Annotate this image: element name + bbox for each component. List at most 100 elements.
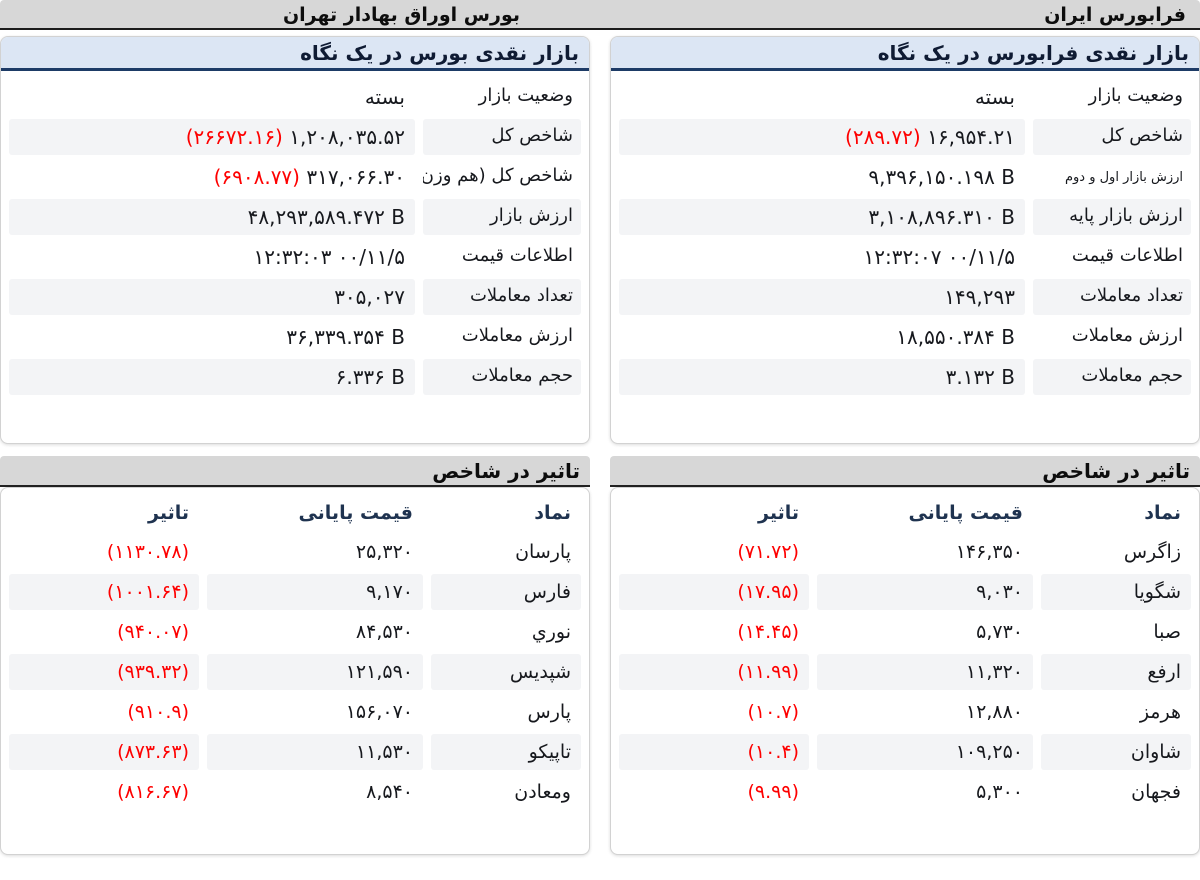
row-value-text: ۱۲:۳۲:۰۳ ۰۰/۱۱/۵ [253,245,405,269]
row-value-text: ۳.۱۳۲ B [945,365,1015,389]
table-row: صبا ۵,۷۳۰ (۱۴.۴۵) [619,614,1191,650]
row-label: اطلاعات قیمت [423,239,581,275]
table-row: فارس ۹,۱۷۰ (۱۰۰۱.۶۴) [9,574,581,610]
overview-panel-title: بازار نقدی فرابورس در یک نگاه [611,37,1199,71]
impact-cell: (۱۷.۹۵) [619,574,809,610]
close-price-cell: ۵,۷۳۰ [817,614,1033,650]
close-price-column-header: قیمت پایانی [817,496,1033,530]
close-price-cell: ۱۴۶,۳۵۰ [817,534,1033,570]
overview-row: ارزش معاملات ۱۸,۵۵۰.۳۸۴ B [619,319,1191,355]
table-row: فجهان ۵,۳۰۰ (۹.۹۹) [619,774,1191,810]
market-overview-card: بازار نقدی فرابورس در یک نگاه وضعیت بازا… [610,36,1200,444]
row-value-text: ۱۶,۹۵۴.۲۱ [927,125,1015,149]
overview-panel-title: بازار نقدی بورس در یک نگاه [1,37,589,71]
overview-rows: وضعیت بازار بسته شاخص کل (۲۸۹.۷۲) ۱۶,۹۵۴.۲۱… [611,71,1199,443]
row-value: ۱۴۹,۲۹۳ [619,279,1025,315]
overview-row: ارزش بازار ۴۸,۲۹۳,۵۸۹.۴۷۲ B [9,199,581,235]
row-value-text: ۴۸,۲۹۳,۵۸۹.۴۷۲ B [247,205,405,229]
table-header-row: نماد قیمت پایانی تاثیر [9,496,581,530]
row-change: (۲۸۹.۷۲) [845,125,921,149]
impact-rows: زاگرس ۱۴۶,۳۵۰ (۷۱.۷۲) شگویا ۹,۰۳۰ (۱۷.۹۵) صبا ۵… [619,534,1191,810]
row-value: بسته [9,79,415,115]
exchange-title-bar: بورس اوراق بهادار تهران فرابورس ایران [0,0,1200,30]
overview-rows: وضعیت بازار بسته شاخص کل (۲۶۶۷۲.۱۶) ۱,۲۰۸,۰… [1,71,589,443]
overview-row: ارزش معاملات ۳۶,۳۳۹.۳۵۴ B [9,319,581,355]
row-value: ۳.۱۳۲ B [619,359,1025,395]
row-value: بسته [619,79,1025,115]
impact-panel-title: تاثیر در شاخص [0,456,590,487]
close-price-column-header: قیمت پایانی [207,496,423,530]
row-value-text: ۶.۳۳۶ B [335,365,405,389]
row-label: وضعیت بازار [423,79,581,115]
index-impact-card: نماد قیمت پایانی تاثیر پارسان ۲۵,۳۲۰ (۱۱۳۰… [0,487,590,855]
symbol-cell: نوري [431,614,581,650]
index-impact-card: نماد قیمت پایانی تاثیر زاگرس ۱۴۶,۳۵۰ (۷۱.۷… [610,487,1200,855]
close-price-cell: ۵,۳۰۰ [817,774,1033,810]
row-value: (۲۶۶۷۲.۱۶) ۱,۲۰۸,۰۳۵.۵۲ [9,119,415,155]
overview-row: حجم معاملات ۳.۱۳۲ B [619,359,1191,395]
row-label: تعداد معاملات [1033,279,1191,315]
column-farabourse: بازار نقدی فرابورس در یک نگاه وضعیت بازا… [610,36,1200,855]
row-value-text: ۳۶,۳۳۹.۳۵۴ B [286,325,405,349]
overview-row: تعداد معاملات ۳۰۵,۰۲۷ [9,279,581,315]
close-price-cell: ۸,۵۴۰ [207,774,423,810]
close-price-cell: ۲۵,۳۲۰ [207,534,423,570]
close-price-cell: ۱۱,۳۲۰ [817,654,1033,690]
close-price-cell: ۸۴,۵۳۰ [207,614,423,650]
row-label: شاخص کل [1033,119,1191,155]
row-value: ۳,۱۰۸,۸۹۶.۳۱۰ B [619,199,1025,235]
table-row: هرمز ۱۲,۸۸۰ (۱۰.۷) [619,694,1191,730]
close-price-cell: ۱۰۹,۲۵۰ [817,734,1033,770]
impact-table: نماد قیمت پایانی تاثیر پارسان ۲۵,۳۲۰ (۱۱۳۰… [1,488,589,854]
symbol-cell: فارس [431,574,581,610]
row-value: (۶۹۰۸.۷۷) ۳۱۷,۰۶۶.۳۰ [9,159,415,195]
table-row: شپدیس ۱۲۱,۵۹۰ (۹۳۹.۳۲) [9,654,581,690]
overview-row: وضعیت بازار بسته [619,79,1191,115]
symbol-cell: شگویا [1041,574,1191,610]
row-value: ۱۲:۳۲:۰۷ ۰۰/۱۱/۵ [619,239,1025,275]
symbol-cell: تاپیکو [431,734,581,770]
table-row: پارس ۱۵۶,۰۷۰ (۹۱۰.۹) [9,694,581,730]
row-value-text: ۳,۱۰۸,۸۹۶.۳۱۰ B [868,205,1015,229]
symbol-cell: پارسان [431,534,581,570]
row-label: وضعیت بازار [1033,79,1191,115]
close-price-cell: ۹,۱۷۰ [207,574,423,610]
row-label: حجم معاملات [1033,359,1191,395]
impact-cell: (۹۳۹.۳۲) [9,654,199,690]
exchange-title-tehran: بورس اوراق بهادار تهران [282,4,520,26]
symbol-cell: شاوان [1041,734,1191,770]
overview-row: اطلاعات قیمت ۱۲:۳۲:۰۳ ۰۰/۱۱/۵ [9,239,581,275]
exchange-title-farabourse: فرابورس ایران [1044,4,1186,26]
row-value-text: ۱۲:۳۲:۰۷ ۰۰/۱۱/۵ [863,245,1015,269]
overview-row: شاخص کل (۲۶۶۷۲.۱۶) ۱,۲۰۸,۰۳۵.۵۲ [9,119,581,155]
impact-cell: (۹۱۰.۹) [9,694,199,730]
row-label: ارزش معاملات [423,319,581,355]
row-label: شاخص کل [423,119,581,155]
row-value: ۴۸,۲۹۳,۵۸۹.۴۷۲ B [9,199,415,235]
row-value-text: ۱۴۹,۲۹۳ [944,285,1015,309]
impact-table: نماد قیمت پایانی تاثیر زاگرس ۱۴۶,۳۵۰ (۷۱.۷… [611,488,1199,854]
row-change: (۶۹۰۸.۷۷) [213,165,300,189]
close-price-cell: ۱۱,۵۳۰ [207,734,423,770]
row-value: (۲۸۹.۷۲) ۱۶,۹۵۴.۲۱ [619,119,1025,155]
symbol-cell: زاگرس [1041,534,1191,570]
row-value-text: ۱۸,۵۵۰.۳۸۴ B [896,325,1015,349]
close-price-cell: ۱۵۶,۰۷۰ [207,694,423,730]
close-price-cell: ۱۲,۸۸۰ [817,694,1033,730]
row-label: تعداد معاملات [423,279,581,315]
row-value-text: ۳۰۵,۰۲۷ [334,285,405,309]
impact-column-header: تاثیر [619,496,809,530]
impact-cell: (۱۱.۹۹) [619,654,809,690]
impact-column-header: تاثیر [9,496,199,530]
impact-cell: (۸۱۶.۶۷) [9,774,199,810]
row-value: ۳۰۵,۰۲۷ [9,279,415,315]
symbol-cell: پارس [431,694,581,730]
symbol-cell: صبا [1041,614,1191,650]
row-label: اطلاعات قیمت [1033,239,1191,275]
symbol-cell: ارفع [1041,654,1191,690]
symbol-column-header: نماد [431,496,581,530]
table-row: ومعادن ۸,۵۴۰ (۸۱۶.۶۷) [9,774,581,810]
overview-row: شاخص کل (۲۸۹.۷۲) ۱۶,۹۵۴.۲۱ [619,119,1191,155]
row-label: ارزش معاملات [1033,319,1191,355]
row-value-text: بسته [364,85,405,109]
